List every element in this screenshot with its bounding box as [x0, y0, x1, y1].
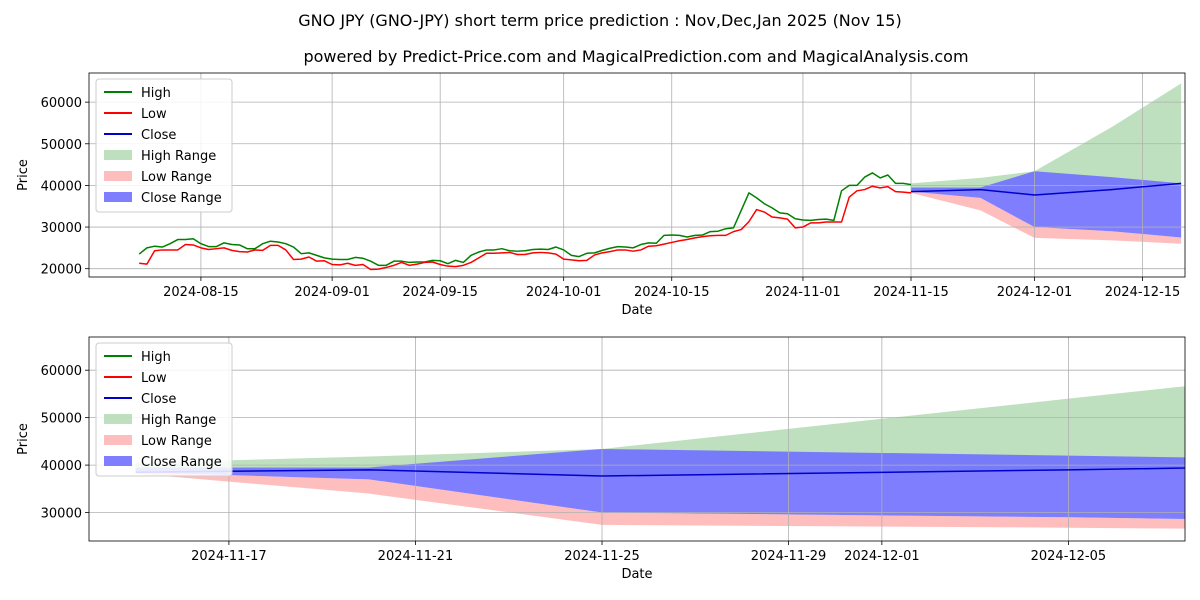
legend-label: Close	[141, 392, 176, 407]
close-series-line	[135, 467, 1185, 477]
x-tick-label: 2024-11-25	[564, 549, 640, 564]
y-tick-label: 40000	[41, 179, 82, 194]
legend-swatch-high-range	[104, 150, 132, 160]
x-tick-label: 2024-09-01	[294, 285, 370, 300]
y-tick-label: 20000	[41, 263, 82, 278]
high-series-line	[138, 172, 912, 267]
x-tick-label: 2024-10-01	[526, 285, 602, 300]
y-tick-label: 50000	[41, 412, 82, 427]
y-tick-label: 60000	[41, 364, 82, 379]
x-tick-label: 2024-11-21	[378, 549, 454, 564]
legend: High Low Close High Range Low Range Close Ran…	[95, 78, 233, 213]
bottom-panel: 2024-11-17 2024-11-21 2024-11-25 2024-11-29…	[16, 336, 1186, 582]
x-tick-label: 2024-10-15	[634, 285, 710, 300]
y-axis-label: Price	[16, 423, 31, 455]
x-tick-label: 2024-11-29	[751, 549, 827, 564]
legend-label: Low Range	[141, 434, 212, 449]
x-tick-label: 2024-12-01	[997, 285, 1073, 300]
low-series-line	[139, 185, 912, 271]
axes-frame	[88, 336, 1186, 542]
legend-label: Close Range	[141, 455, 222, 470]
x-tick-label: 2024-11-17	[191, 549, 267, 564]
close-series-line	[910, 182, 1182, 196]
low-range-band	[911, 191, 1182, 244]
legend-swatch-high-range	[104, 414, 132, 424]
legend: High Low Close High Range Low Range Close Ran…	[95, 342, 233, 477]
legend-swatch-low-range	[104, 171, 132, 181]
close-range-band	[911, 171, 1182, 238]
legend-swatch-close-range	[104, 192, 132, 202]
axes-frame	[88, 72, 1186, 278]
legend-label: High	[141, 86, 171, 101]
chart-title: GNO JPY (GNO-JPY) short term price predi…	[298, 11, 901, 30]
chart-subtitle: powered by Predict-Price.com and Magical…	[303, 47, 968, 66]
legend-label: High Range	[141, 413, 216, 428]
legend-label: Low	[141, 107, 167, 122]
x-tick-label: 2024-12-05	[1031, 549, 1107, 564]
x-axis-label: Date	[621, 303, 652, 318]
x-tick-label: 2024-12-01	[844, 549, 920, 564]
low-range-band	[135, 472, 1185, 529]
x-tick-label: 2024-12-15	[1105, 285, 1181, 300]
x-tick-label: 2024-11-15	[873, 285, 949, 300]
close-range-band	[135, 448, 1185, 520]
x-axis-label: Date	[621, 567, 652, 582]
x-tick-label: 2024-08-15	[163, 285, 239, 300]
legend-label: Close Range	[141, 191, 222, 206]
x-tick-label: 2024-11-01	[765, 285, 841, 300]
legend-label: Low	[141, 371, 167, 386]
x-tick-label: 2024-09-15	[402, 285, 478, 300]
y-axis-label: Price	[16, 159, 31, 191]
legend-label: Close	[141, 128, 176, 143]
y-tick-label: 50000	[41, 138, 82, 153]
top-panel: 2024-08-15 2024-09-01 2024-09-15 2024-10-01…	[16, 72, 1186, 318]
legend-label: High Range	[141, 149, 216, 164]
y-tick-label: 60000	[41, 96, 82, 111]
legend-label: High	[141, 350, 171, 365]
y-tick-label: 30000	[41, 221, 82, 236]
high-range-band	[911, 83, 1182, 195]
y-tick-label: 40000	[41, 459, 82, 474]
y-tick-label: 30000	[41, 507, 82, 522]
legend-swatch-low-range	[104, 435, 132, 445]
legend-swatch-close-range	[104, 456, 132, 466]
legend-label: Low Range	[141, 170, 212, 185]
